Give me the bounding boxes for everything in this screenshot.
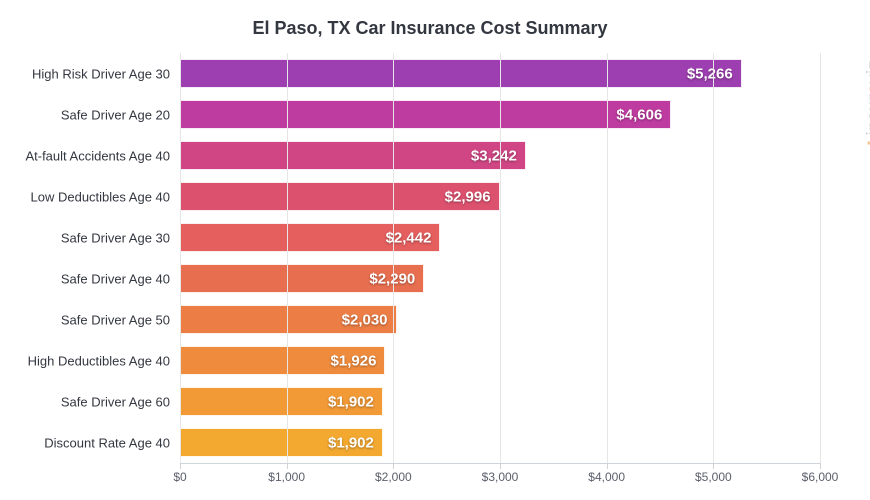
- bar: $2,996: [180, 182, 500, 211]
- x-tick-label: $6,000: [802, 470, 839, 484]
- bar-value-label: $1,902: [328, 393, 374, 410]
- bar-value-label: $4,606: [616, 106, 662, 123]
- bar: $1,926: [180, 346, 385, 375]
- x-tick-mark: [287, 463, 288, 469]
- category-label: Discount Rate Age 40: [10, 435, 170, 450]
- category-label: High Deductibles Age 40: [10, 353, 170, 368]
- watermark-suffix: viz: [864, 60, 870, 84]
- bar-value-label: $2,030: [342, 311, 388, 328]
- x-axis: $0$1,000$2,000$3,000$4,000$5,000$6,000: [180, 463, 820, 493]
- bar: $5,266: [180, 59, 742, 88]
- bar-value-label: $5,266: [687, 65, 733, 82]
- bar: $1,902: [180, 428, 383, 457]
- bar-value-label: $2,290: [369, 270, 415, 287]
- grid-line: [500, 53, 501, 463]
- x-tick-label: $2,000: [375, 470, 412, 484]
- category-label: Safe Driver Age 20: [10, 107, 170, 122]
- watermark-prefix: insur: [864, 94, 870, 136]
- x-tick-mark: [393, 463, 394, 469]
- category-label: Safe Driver Age 60: [10, 394, 170, 409]
- x-tick-mark: [500, 463, 501, 469]
- bar: $3,242: [180, 141, 526, 170]
- grid-line: [287, 53, 288, 463]
- x-tick-label: $1,000: [268, 470, 305, 484]
- x-tick-mark: [607, 463, 608, 469]
- plot-area: High Risk Driver Age 30$5,266Safe Driver…: [180, 53, 820, 463]
- watermark-highlight: a: [864, 84, 870, 95]
- watermark-logo: insuraviz: [864, 60, 870, 155]
- bar: $2,442: [180, 223, 440, 252]
- bar: $4,606: [180, 100, 671, 129]
- grid-line: [820, 53, 821, 463]
- x-tick-label: $0: [173, 470, 186, 484]
- category-label: Safe Driver Age 40: [10, 271, 170, 286]
- x-tick-label: $4,000: [588, 470, 625, 484]
- bar: $2,030: [180, 305, 397, 334]
- x-tick-mark: [713, 463, 714, 469]
- chart-container: El Paso, TX Car Insurance Cost Summary H…: [0, 0, 870, 500]
- grid-line: [180, 53, 181, 463]
- x-tick-label: $3,000: [482, 470, 519, 484]
- category-label: Safe Driver Age 30: [10, 230, 170, 245]
- bar-value-label: $1,926: [331, 352, 377, 369]
- bar-value-label: $3,242: [471, 147, 517, 164]
- bar: $1,902: [180, 387, 383, 416]
- category-label: At-fault Accidents Age 40: [10, 148, 170, 163]
- category-label: Safe Driver Age 50: [10, 312, 170, 327]
- grid-line: [607, 53, 608, 463]
- bar: $2,290: [180, 264, 424, 293]
- chart-title: El Paso, TX Car Insurance Cost Summary: [10, 10, 850, 53]
- grid-line: [393, 53, 394, 463]
- category-label: High Risk Driver Age 30: [10, 66, 170, 81]
- x-tick-mark: [820, 463, 821, 469]
- grid-line: [713, 53, 714, 463]
- bar-value-label: $2,996: [445, 188, 491, 205]
- bar-value-label: $1,902: [328, 434, 374, 451]
- x-tick-label: $5,000: [695, 470, 732, 484]
- category-label: Low Deductibles Age 40: [10, 189, 170, 204]
- x-tick-mark: [180, 463, 181, 469]
